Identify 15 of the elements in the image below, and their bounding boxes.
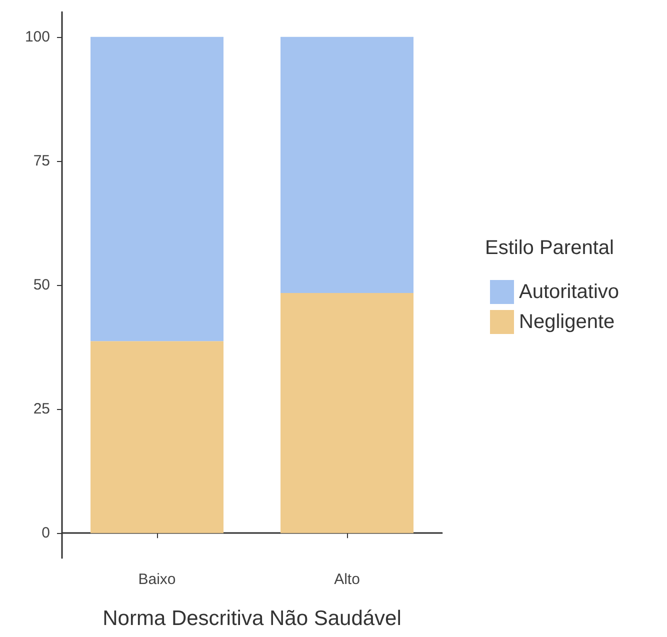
- bar: [90, 341, 224, 534]
- bar: [90, 36, 224, 342]
- legend-label: Negligente: [519, 311, 615, 333]
- y-tick-label: 50: [33, 276, 50, 294]
- bar: [280, 292, 414, 534]
- legend-title: Estilo Parental: [485, 237, 614, 259]
- y-tick-label: 25: [33, 400, 50, 418]
- x-axis-title: Norma Descritiva Não Saudável: [102, 607, 402, 630]
- y-tick-label: 75: [33, 152, 50, 170]
- legend-label: Autoritativo: [519, 281, 620, 303]
- x-tick-label: Baixo: [138, 571, 176, 588]
- y-tick-label: 0: [42, 524, 50, 542]
- y-tick-label: 100: [24, 28, 50, 46]
- x-tick-label: Alto: [334, 571, 360, 588]
- bar: [280, 36, 414, 293]
